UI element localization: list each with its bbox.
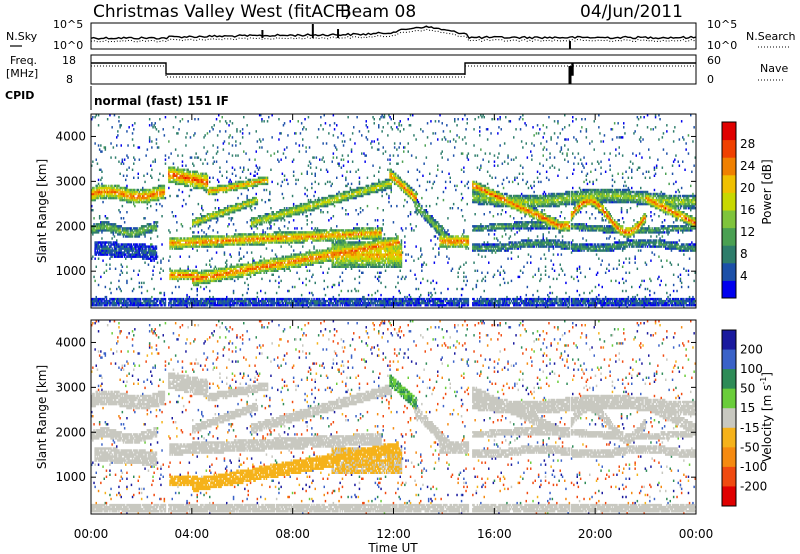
- x-tick-label: 20:00: [578, 527, 613, 541]
- velocity-colorbar-tick: -15: [740, 421, 760, 435]
- noise-left-tick-high: 10^5: [53, 18, 83, 31]
- power-colorbar-tick: 20: [740, 181, 755, 195]
- power-colorbar-segment: [722, 157, 736, 176]
- time-x-ticks: 00:00 04:00 08:00 12:00 16:00 20:00 00:00: [74, 114, 714, 541]
- x-tick-label: 00:00: [74, 527, 109, 541]
- freq-left-tick-high: 18: [62, 54, 76, 67]
- plot-title: Christmas Valley West (fitACF): [93, 2, 351, 22]
- y-tick-label: 3000: [55, 174, 86, 188]
- power-colorbar-segment: [722, 227, 736, 246]
- power-colorbar-segment: [722, 192, 736, 211]
- velocity-colorbar-tick: 100: [740, 362, 763, 376]
- y-tick-label: 1000: [55, 264, 86, 278]
- noise-right-tick-low: 10^0: [707, 39, 737, 52]
- velocity-colorbar-segment: [722, 486, 736, 507]
- y-tick-label: 4000: [55, 335, 86, 349]
- power-colorbar-tick: 28: [740, 137, 755, 151]
- freq-strip: 18 8 60 0 Freq. [MHz] Nave: [6, 54, 788, 86]
- power-colorbar-tick: 4: [740, 269, 748, 283]
- noise-search-line: [90, 28, 697, 43]
- y-tick-label: 4000: [55, 129, 86, 143]
- x-tick-label: 04:00: [175, 527, 210, 541]
- velocity-colorbar-segment: [722, 349, 736, 370]
- power-y-axis-label: Slant Range [km]: [35, 159, 49, 263]
- cpid-value: normal (fast) 151 IF: [94, 94, 229, 108]
- power-colorbar-tick: 16: [740, 203, 755, 217]
- noise-strip: 10^5 10^0 10^5 10^0 N.Sky N.Search: [6, 18, 796, 52]
- power-heatmap: [91, 114, 696, 308]
- velocity-colorbar-tick: -50: [740, 440, 760, 454]
- date-label: 04/Jun/2011: [580, 2, 683, 22]
- velocity-colorbar-segment: [722, 330, 736, 351]
- velocity-colorbar-segment: [722, 427, 736, 448]
- velocity-colorbar-segment: [722, 447, 736, 468]
- x-tick-label: 00:00: [679, 527, 714, 541]
- nave-right-tick-high: 60: [707, 54, 721, 67]
- nave-line: [91, 65, 696, 78]
- freq-label-line2: [MHz]: [6, 67, 38, 80]
- x-tick-label: 16:00: [477, 527, 512, 541]
- x-tick-label: 12:00: [376, 527, 411, 541]
- x-axis-label: Time UT: [367, 541, 418, 554]
- power-colorbar-segment: [722, 139, 736, 158]
- freq-left-tick-low: 8: [66, 73, 73, 86]
- noise-left-tick-low: 10^0: [53, 39, 83, 52]
- velocity-colorbar-segment: [722, 408, 736, 429]
- freq-label-line1: Freq.: [10, 54, 37, 67]
- beam-label: Beam 08: [340, 2, 416, 22]
- power-colorbar-segment: [722, 210, 736, 229]
- velocity-panel: 4000 3000 2000 1000 Slant Range [km] 200 100…: [35, 114, 774, 554]
- power-colorbar-tick: 8: [740, 247, 748, 261]
- power-colorbar-segment: [722, 122, 736, 141]
- velocity-colorbar-segment: [722, 466, 736, 487]
- velocity-colorbar-tick: 200: [740, 343, 763, 357]
- power-colorbar-tick: 12: [740, 225, 755, 239]
- power-colorbar-segment: [722, 174, 736, 193]
- noise-sky-line: [90, 25, 697, 40]
- power-y-ticks: 4000 3000 2000 1000: [55, 129, 696, 278]
- velocity-colorbar-label: Velocity [m s-1]: [759, 372, 774, 462]
- nsky-label: N.Sky: [6, 30, 38, 43]
- velocity-y-axis-label: Slant Range [km]: [35, 365, 49, 469]
- velocity-heatmap: [91, 320, 696, 514]
- velocity-colorbar-segment: [722, 369, 736, 390]
- power-colorbar-label: Power [dB]: [760, 159, 774, 224]
- y-tick-label: 2000: [55, 425, 86, 439]
- velocity-colorbar-segment: [722, 388, 736, 409]
- y-tick-label: 1000: [55, 470, 86, 484]
- y-tick-label: 2000: [55, 219, 86, 233]
- velocity-colorbar: 200 100 50 15 -15 -50 -100 -200: [721, 329, 767, 507]
- nave-right-tick-low: 0: [707, 73, 714, 86]
- noise-right-tick-high: 10^5: [707, 18, 737, 31]
- x-tick-label: 08:00: [275, 527, 310, 541]
- power-colorbar-tick: 24: [740, 159, 755, 173]
- frequency-line: [91, 62, 696, 76]
- nave-label: Nave: [760, 62, 788, 75]
- power-colorbar-segment: [722, 262, 736, 281]
- power-panel: 4000 3000 2000 1000 Slant Range [km] 28 24 20…: [35, 113, 774, 309]
- cpid-label: CPID: [5, 89, 34, 102]
- velocity-y-ticks: 4000 3000 2000 1000: [55, 335, 696, 484]
- nsearch-label: N.Search: [746, 30, 796, 43]
- velocity-colorbar-tick: 50: [740, 382, 755, 396]
- power-colorbar-segment: [722, 245, 736, 264]
- power-colorbar-segment: [722, 280, 736, 299]
- y-tick-label: 3000: [55, 380, 86, 394]
- velocity-colorbar-tick: 15: [740, 401, 755, 415]
- power-colorbar: 28 24 20 16 12 8 4: [721, 121, 755, 299]
- velocity-colorbar-tick: -200: [740, 479, 767, 493]
- velocity-colorbar-tick: -100: [740, 460, 767, 474]
